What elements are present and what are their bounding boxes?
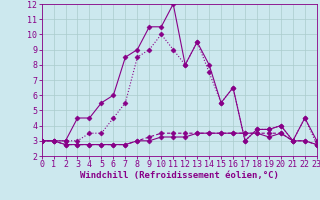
- X-axis label: Windchill (Refroidissement éolien,°C): Windchill (Refroidissement éolien,°C): [80, 171, 279, 180]
